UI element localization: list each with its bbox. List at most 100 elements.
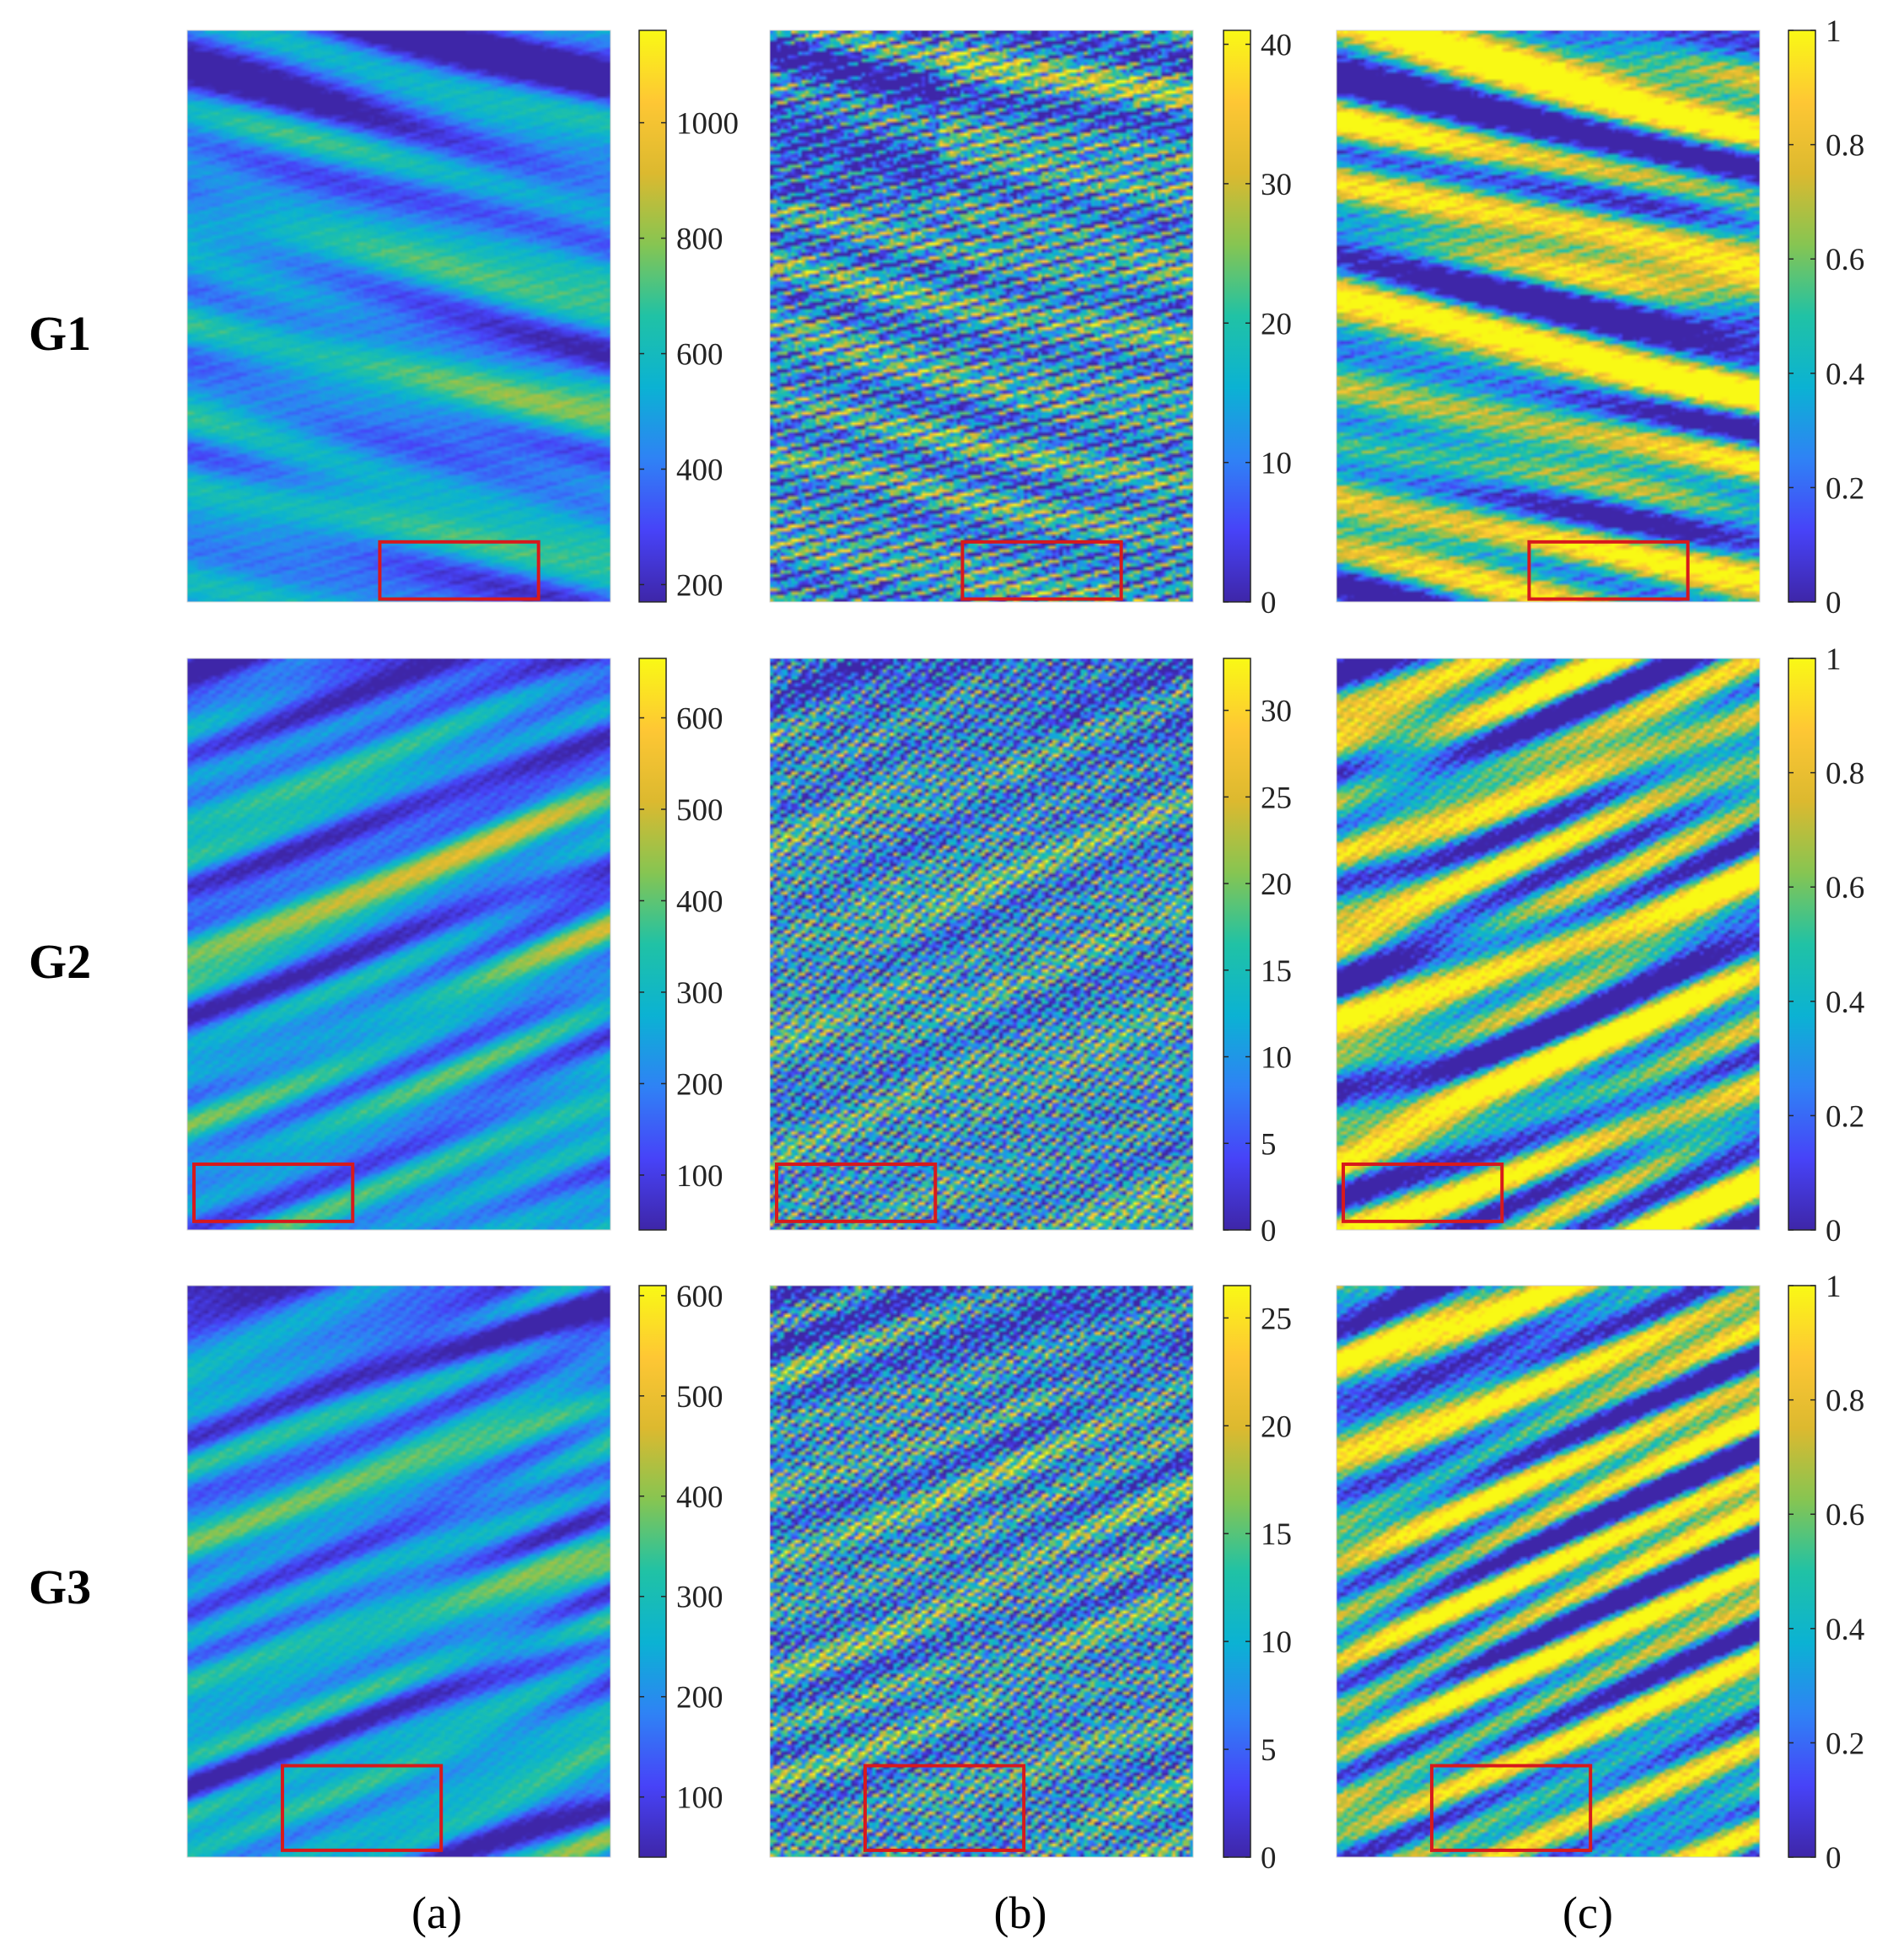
panel-g1-b: 0 10 20 30 40 — [769, 29, 1292, 620]
colorbar-tick-label: 0.8 — [1826, 757, 1864, 792]
colorbar-tick-label: 25 — [1261, 781, 1292, 815]
colorbar-tick-label: 15 — [1261, 1517, 1292, 1552]
colorbar — [1223, 30, 1251, 603]
heatmap-image — [770, 1286, 1193, 1857]
colorbar — [638, 658, 667, 1231]
heatmap-image — [770, 658, 1193, 1230]
heatmap-image — [770, 30, 1193, 602]
colorbar-tick-label: 0.8 — [1826, 1384, 1864, 1419]
colorbar — [638, 1285, 667, 1858]
colorbar-tick-label: 0 — [1261, 586, 1277, 620]
row-label-g1: G1 — [29, 306, 91, 361]
colorbar-tick-label: 0 — [1826, 1841, 1842, 1876]
colorbar — [1788, 30, 1816, 603]
highlight-box — [378, 540, 541, 601]
colorbar-tick-label: 0.2 — [1826, 1099, 1864, 1134]
colorbar — [1223, 1285, 1251, 1858]
plot-frame — [769, 1285, 1194, 1858]
plot-frame — [1336, 658, 1761, 1231]
colorbar-tick-label: 15 — [1261, 954, 1292, 989]
colorbar-tick-label: 1 — [1826, 14, 1842, 49]
heatmap-image — [187, 658, 610, 1230]
colorbar-tick-label: 0.2 — [1826, 1726, 1864, 1761]
highlight-box — [960, 540, 1123, 601]
colorbar-tick-label: 30 — [1261, 168, 1292, 202]
colorbar-tick-label: 200 — [676, 1067, 723, 1102]
highlight-box — [280, 1764, 444, 1852]
colorbar-tick-label: 600 — [676, 1280, 723, 1314]
highlight-box — [1429, 1764, 1593, 1852]
highlight-box — [1342, 1163, 1504, 1223]
panel-g3-b: 0 5 10 15 20 25 — [769, 1285, 1292, 1876]
colorbar-tick-label: 300 — [676, 976, 723, 1011]
panel-g3-c: 0 0.2 0.4 0.6 0.8 1 — [1336, 1270, 1864, 1876]
plot-frame — [769, 30, 1194, 603]
colorbar-tick-label: 0 — [1261, 1214, 1277, 1248]
column-label-b: (b) — [994, 1888, 1047, 1938]
colorbar-tick-label: 600 — [676, 338, 723, 373]
colorbar-tick-label: 0.8 — [1826, 129, 1864, 164]
colorbar-tick-label: 20 — [1261, 307, 1292, 341]
colorbar-tick-label: 400 — [676, 884, 723, 919]
plot-frame — [769, 658, 1194, 1231]
colorbar-tick-label: 0.6 — [1826, 243, 1864, 277]
colorbar-tick-label: 500 — [676, 793, 723, 828]
colorbar-tick-label: 1 — [1826, 642, 1842, 677]
panel-g2-b: 0 5 10 15 20 25 30 — [769, 658, 1292, 1248]
heatmap-image — [187, 1286, 610, 1857]
colorbar-tick-label: 0.6 — [1826, 1498, 1864, 1533]
plot-frame — [1336, 30, 1761, 603]
colorbar-tick-label: 500 — [676, 1380, 723, 1415]
panel-g1-a: 200 400 600 800 1000 — [186, 30, 739, 603]
row-label-g3: G3 — [29, 1560, 91, 1614]
highlight-box — [192, 1163, 355, 1223]
figure-labels: G1 G2 G3 (a) (b) (c) — [29, 306, 1613, 1938]
highlight-box — [1527, 540, 1690, 601]
colorbar-tick-label: 200 — [676, 1681, 723, 1716]
colorbar-tick-label: 0.2 — [1826, 471, 1864, 506]
colorbar-tick-label: 400 — [676, 453, 723, 487]
colorbar-tick-label: 20 — [1261, 1410, 1292, 1444]
colorbar-tick-label: 600 — [676, 702, 723, 737]
plot-frame — [186, 658, 611, 1231]
plot-frame — [186, 30, 611, 603]
highlight-box — [775, 1163, 938, 1223]
heatmap-image — [1337, 30, 1760, 602]
colorbar-tick-label: 0.4 — [1826, 1613, 1864, 1647]
panel-g3-a: 100 200 300 400 500 600 — [186, 1280, 723, 1858]
colorbar-tick-label: 0 — [1826, 1214, 1842, 1248]
colorbar-tick-label: 10 — [1261, 1625, 1292, 1660]
colorbar — [1788, 658, 1816, 1231]
colorbar-tick-label: 0.4 — [1826, 357, 1864, 392]
colorbar-tick-label: 20 — [1261, 867, 1292, 902]
column-label-a: (a) — [411, 1888, 462, 1938]
colorbar-tick-label: 10 — [1261, 1041, 1292, 1076]
heatmap-image — [187, 30, 610, 602]
colorbar — [638, 30, 667, 603]
colorbar-tick-label: 200 — [676, 568, 723, 603]
row-label-g2: G2 — [29, 934, 91, 989]
colorbar-tick-label: 1000 — [676, 107, 739, 142]
panel-g2-c: 0 0.2 0.4 0.6 0.8 1 — [1336, 642, 1864, 1248]
heatmap-panels: 200400600800100001020304000.20.40.60.811… — [186, 14, 1864, 1876]
panel-g1-c: 0 0.2 0.4 0.6 0.8 1 — [1336, 14, 1864, 620]
colorbar-tick-label: 100 — [676, 1159, 723, 1194]
colorbar-tick-label: 400 — [676, 1480, 723, 1515]
colorbar — [1223, 658, 1251, 1231]
colorbar-tick-label: 0.6 — [1826, 871, 1864, 905]
colorbar-tick-label: 800 — [676, 223, 723, 257]
heatmap-image — [1337, 1286, 1760, 1857]
colorbar-tick-label: 5 — [1261, 1127, 1277, 1162]
column-label-c: (c) — [1562, 1888, 1613, 1938]
colorbar-tick-label: 30 — [1261, 695, 1292, 729]
colorbar-tick-label: 0.4 — [1826, 985, 1864, 1020]
colorbar-tick-label: 0 — [1826, 586, 1842, 620]
plot-frame — [1336, 1285, 1761, 1858]
colorbar — [1788, 1285, 1816, 1858]
heatmap-image — [1337, 658, 1760, 1230]
colorbar-tick-label: 40 — [1261, 29, 1292, 63]
colorbar-tick-label: 100 — [676, 1781, 723, 1816]
colorbar-tick-label: 25 — [1261, 1302, 1292, 1336]
panel-g2-a: 100 200 300 400 500 600 — [186, 658, 723, 1231]
